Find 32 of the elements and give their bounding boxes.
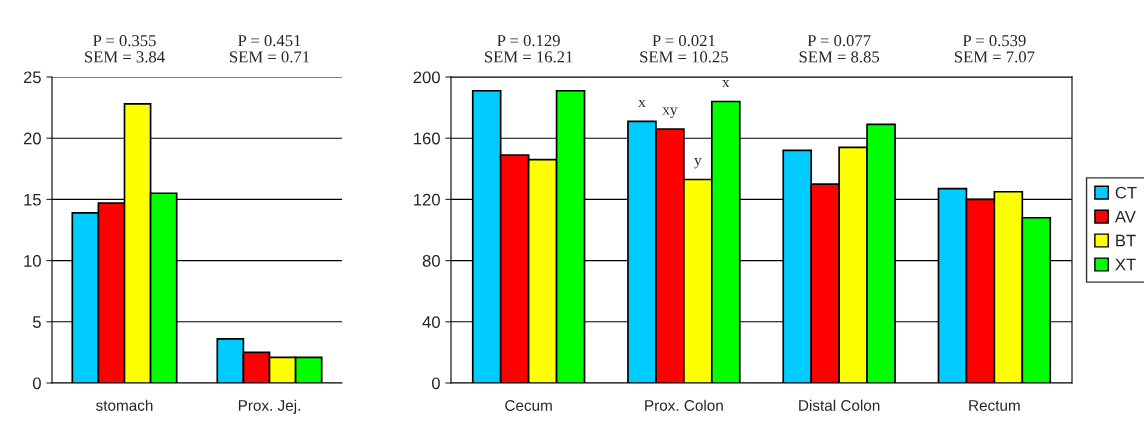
text: P = 0.355 SEM = 3.84	[85, 34, 165, 63]
y-tick-label: 0	[431, 377, 440, 390]
y-tick-label: 160	[414, 132, 440, 145]
y-tick-label: 80	[422, 255, 440, 267]
legend-label: CT	[1115, 186, 1137, 199]
x-tick-label: stomach	[96, 399, 153, 411]
data-label: y	[694, 158, 702, 169]
y-tick-label: 120	[414, 193, 440, 206]
text: P = 0.129 SEM = 16.21	[484, 34, 573, 63]
text: P = 0.539 SEM = 7.07	[954, 34, 1035, 63]
text: P = 0.451 SEM = 0.71	[230, 34, 310, 63]
x-tick-label: Rectum	[969, 400, 1020, 411]
legend-label: AV	[1114, 210, 1136, 223]
x-tick-label: Cecum	[505, 400, 552, 411]
text: P = 0.077 SEM = 8.85	[799, 34, 880, 63]
y-tick-label: 5	[32, 316, 41, 328]
x-tick-label: Distal Colon	[799, 399, 880, 411]
text: P = 0.021 SEM = 10.25	[640, 34, 728, 63]
y-tick-label: 10	[24, 255, 41, 267]
y-tick-label: 200	[413, 71, 440, 84]
y-tick-label: 20	[23, 132, 41, 145]
y-tick-label: 40	[422, 316, 440, 328]
data-label: xy	[662, 107, 678, 118]
y-tick-label: 0	[32, 377, 41, 390]
legend-label: BT	[1116, 234, 1136, 247]
data-label: x	[722, 80, 730, 88]
legend-label: XT	[1115, 258, 1136, 271]
x-tick-label: Prox. Jej.	[238, 399, 300, 414]
y-tick-label: 25	[23, 71, 41, 84]
y-tick-label: 15	[24, 193, 41, 206]
x-tick-label: Prox. Colon	[645, 399, 723, 411]
data-label: x	[638, 99, 646, 108]
